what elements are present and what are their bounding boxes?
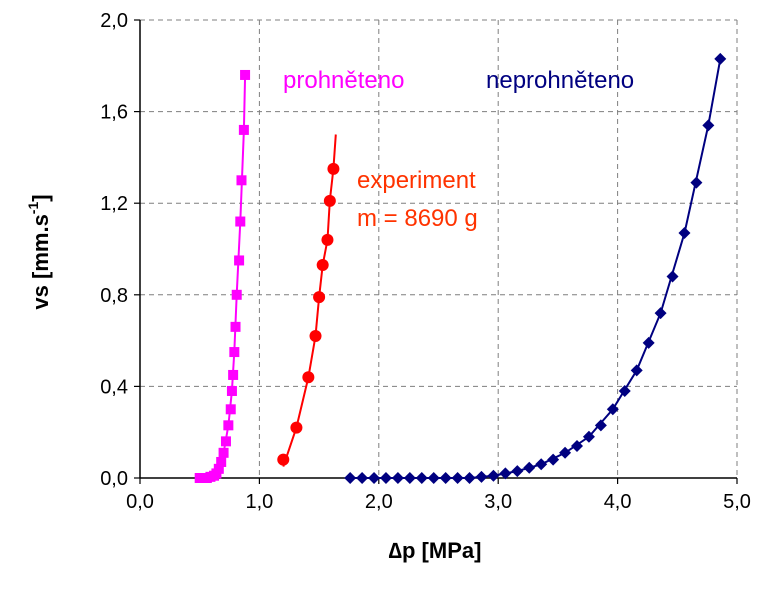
x-tick-label: 4,0 <box>604 491 632 513</box>
point-blue <box>368 472 381 484</box>
point-blue <box>606 403 619 416</box>
annotation-mass: m = 8690 g <box>357 205 478 232</box>
x-tick-label: 3,0 <box>484 491 512 513</box>
x-axis-title: ∆p [MPa] <box>389 538 482 563</box>
annotation-experiment: experiment <box>357 167 476 194</box>
point-blue <box>463 472 476 484</box>
x-axis-symbol: ∆ <box>389 538 402 563</box>
point-blue <box>594 419 607 432</box>
point-magenta <box>228 369 239 380</box>
annotation-prohneteno: prohněteno <box>283 67 404 94</box>
point-blue <box>654 307 667 320</box>
point-blue <box>475 470 488 483</box>
point-blue <box>535 458 548 471</box>
point-blue <box>344 472 357 484</box>
series-curves <box>199 58 722 479</box>
point-red <box>323 194 336 207</box>
y-tick-label: 2,0 <box>100 10 128 32</box>
point-blue <box>714 52 727 65</box>
point-red <box>321 233 334 246</box>
point-magenta <box>236 175 247 186</box>
y-tick-label: 1,2 <box>100 193 128 215</box>
y-axis-superscript: -1 <box>25 202 41 215</box>
series-line-blue <box>350 58 722 479</box>
point-blue <box>547 453 560 466</box>
point-red <box>327 162 340 175</box>
point-blue <box>391 472 404 484</box>
y-tick-label: 0,0 <box>100 468 128 490</box>
point-magenta <box>213 463 224 474</box>
point-magenta <box>234 255 245 266</box>
x-tick-label: 1,0 <box>245 491 273 513</box>
point-magenta <box>225 404 236 415</box>
point-red <box>316 259 329 272</box>
point-blue <box>379 472 392 484</box>
point-magenta <box>218 447 229 458</box>
point-red <box>290 421 303 434</box>
series-line-red <box>282 134 337 467</box>
point-magenta <box>220 436 231 447</box>
point-blue <box>523 461 536 474</box>
point-blue <box>487 469 500 482</box>
point-blue <box>439 472 452 484</box>
x-tick-label: 0,0 <box>126 491 154 513</box>
point-magenta <box>231 289 242 300</box>
point-blue <box>451 472 464 484</box>
point-red <box>313 291 326 304</box>
point-blue <box>356 472 369 484</box>
point-red <box>309 330 322 343</box>
point-blue <box>403 472 416 484</box>
point-blue <box>678 226 691 239</box>
tick-labels: 0,0 0,4 0,8 1,2 1,6 2,0 0,0 1,0 2,0 3,0 4,0 5,0 <box>100 10 751 513</box>
y-axis-base: vs [mm.s <box>28 214 53 309</box>
point-red <box>277 453 290 466</box>
x-tick-label: 2,0 <box>365 491 393 513</box>
point-blue <box>511 465 524 478</box>
series-line-magenta <box>199 74 247 479</box>
point-blue <box>666 270 679 283</box>
point-red <box>302 371 315 384</box>
y-axis-tail: ] <box>28 194 53 201</box>
point-magenta <box>240 69 251 80</box>
point-blue <box>642 336 655 349</box>
point-blue <box>690 176 703 189</box>
point-blue <box>559 446 572 459</box>
point-magenta <box>223 420 234 431</box>
y-tick-label: 0,8 <box>100 285 128 307</box>
y-tick-label: 1,6 <box>100 102 128 124</box>
point-blue <box>618 384 631 397</box>
point-blue <box>702 119 715 132</box>
x-tick-label: 5,0 <box>723 491 751 513</box>
x-axis-text: p [MPa] <box>402 538 481 563</box>
axes <box>134 19 738 484</box>
point-magenta <box>238 124 249 135</box>
point-blue <box>582 430 595 443</box>
point-magenta <box>216 456 227 467</box>
annotation-neprohneteno: neprohněteno <box>486 67 634 94</box>
point-blue <box>630 364 643 377</box>
y-tick-label: 0,4 <box>100 376 128 398</box>
point-blue <box>427 472 440 484</box>
point-magenta <box>235 216 246 227</box>
point-magenta <box>229 347 240 358</box>
series-markers <box>194 52 727 484</box>
point-magenta <box>226 385 237 396</box>
point-magenta <box>230 321 241 332</box>
y-axis-title: vs [mm.s-1] <box>25 194 53 309</box>
point-blue <box>415 472 428 484</box>
point-blue <box>499 467 512 480</box>
point-blue <box>571 439 584 452</box>
